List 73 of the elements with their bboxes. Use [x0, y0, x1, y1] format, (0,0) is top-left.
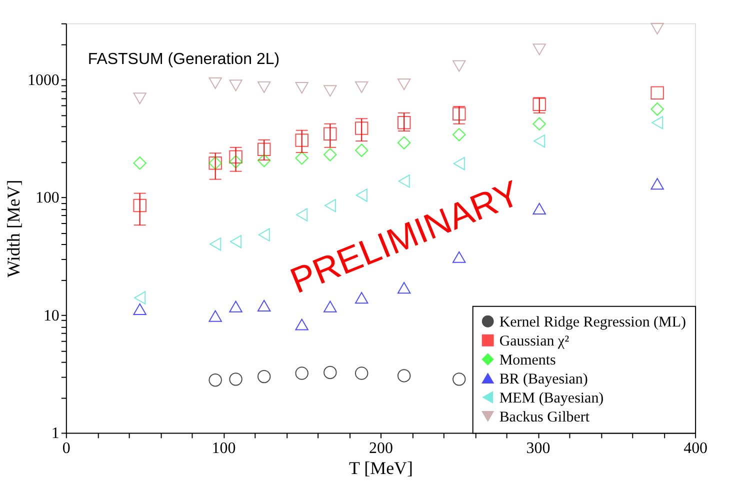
point — [650, 22, 664, 34]
x-tick-label: 200 — [369, 440, 393, 458]
point — [652, 116, 664, 130]
point — [295, 366, 308, 380]
point — [134, 291, 146, 304]
point — [650, 178, 664, 190]
point — [354, 292, 368, 304]
point — [452, 128, 466, 142]
x-tick-label: 400 — [684, 440, 708, 458]
legend-label: Kernel Ridge Regression (ML) — [499, 314, 686, 330]
legend-label: Gaussian χ² — [499, 333, 570, 350]
y-axis-title: Width [MeV] — [3, 180, 24, 278]
point — [324, 300, 337, 312]
point — [208, 310, 222, 322]
point — [229, 80, 242, 92]
point — [257, 81, 271, 93]
point — [229, 155, 242, 168]
x-tick-label: 300 — [526, 440, 550, 458]
point — [452, 372, 466, 386]
point — [295, 318, 308, 330]
legend-label: Moments — [499, 352, 556, 368]
point — [133, 303, 146, 315]
point — [210, 237, 222, 251]
y-tick-label: 1 — [51, 425, 60, 442]
x-tick-label: 100 — [212, 440, 236, 458]
point — [295, 151, 308, 165]
point — [258, 228, 270, 242]
point — [133, 198, 146, 212]
point — [229, 300, 242, 312]
legend-label: BR (Bayesian) — [499, 371, 588, 388]
point — [324, 127, 337, 141]
point — [324, 85, 337, 97]
point — [452, 60, 466, 72]
point — [257, 370, 271, 384]
y-tick-label: 100 — [35, 190, 60, 207]
point — [257, 300, 271, 312]
point — [257, 142, 271, 156]
point — [295, 82, 308, 94]
point — [354, 81, 368, 93]
point — [324, 148, 337, 162]
point — [208, 77, 222, 89]
point — [532, 44, 546, 56]
point — [295, 134, 308, 147]
y-tick-label: 1000 — [27, 72, 60, 89]
point — [453, 156, 465, 170]
point — [532, 98, 546, 111]
point — [229, 372, 242, 386]
point — [534, 134, 546, 148]
point — [229, 150, 242, 164]
x-tick-label: 0 — [62, 440, 70, 458]
point — [650, 102, 664, 116]
legend-label: Backus Gilbert — [499, 409, 590, 426]
legend-label: MEM (Bayesian) — [499, 390, 604, 406]
point — [532, 117, 546, 130]
x-axis-title: T [MeV] — [348, 458, 414, 478]
y-tick-label: 10 — [43, 307, 60, 324]
point — [324, 366, 337, 380]
point — [257, 154, 271, 168]
point — [133, 156, 146, 170]
point — [354, 366, 368, 380]
point — [532, 202, 546, 214]
point — [397, 369, 411, 382]
point — [650, 86, 664, 100]
point — [133, 92, 146, 104]
annotation: FASTSUM (Generation 2L) — [88, 51, 280, 68]
point — [397, 116, 411, 130]
point — [397, 136, 411, 150]
point — [230, 234, 242, 248]
point — [452, 107, 466, 121]
point — [354, 144, 368, 157]
point — [354, 122, 368, 135]
point — [397, 78, 411, 90]
point — [208, 373, 222, 387]
